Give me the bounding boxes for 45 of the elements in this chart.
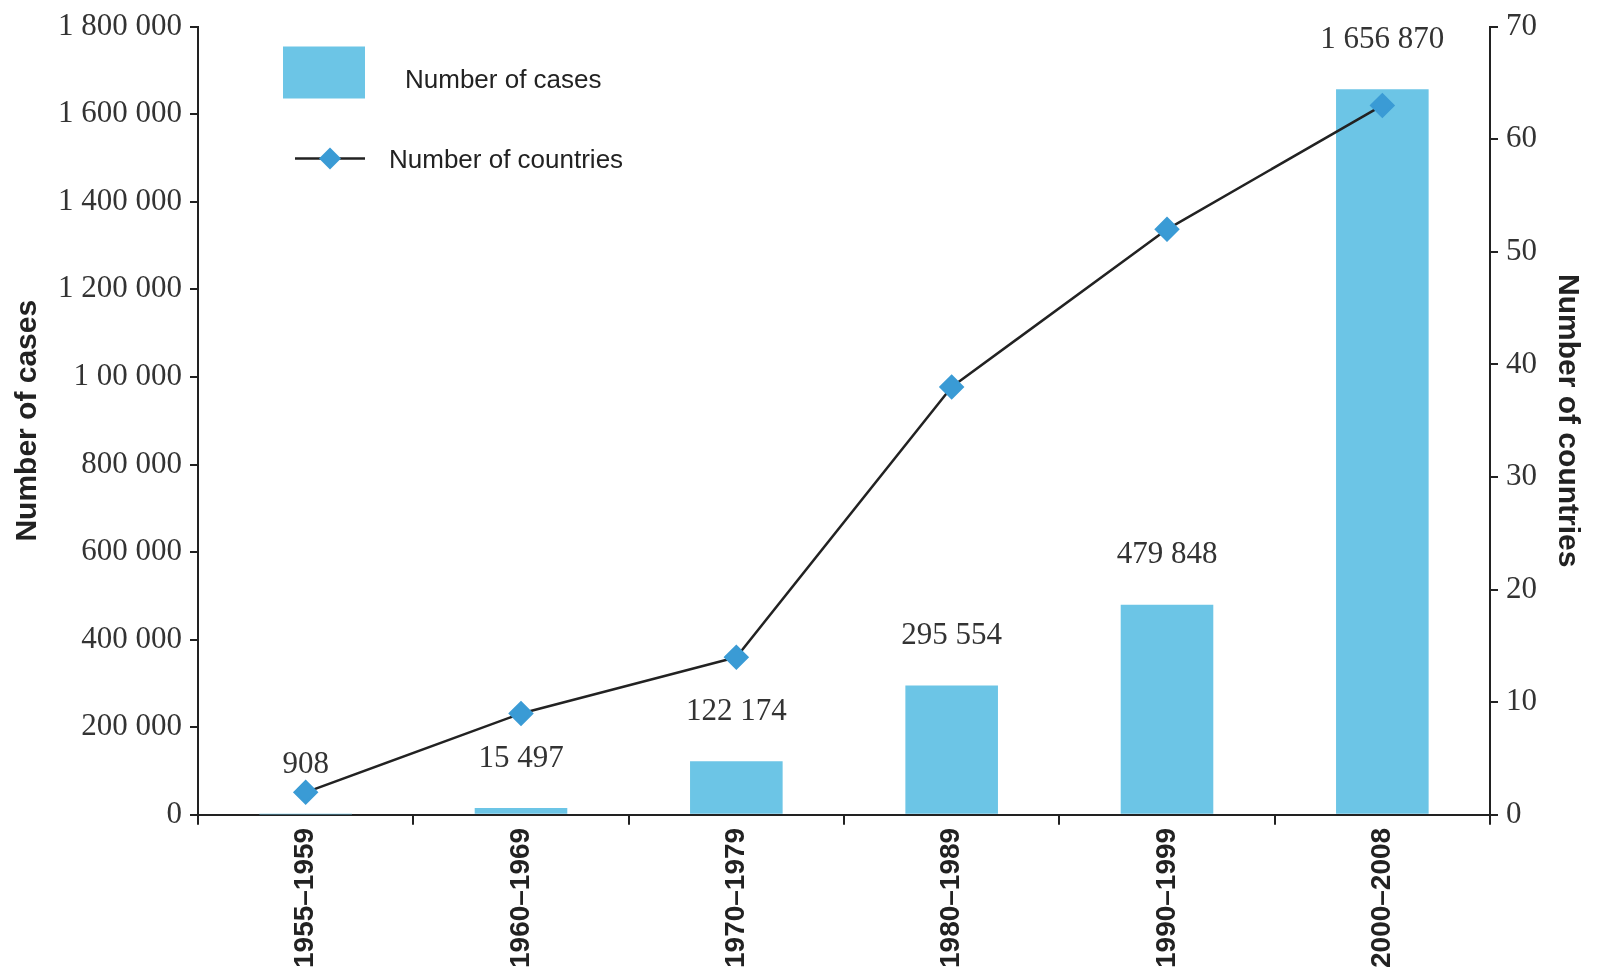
data-label: 295 554 [901, 616, 1003, 652]
y2-axis-title: Number of countries [1552, 274, 1586, 568]
y2-tick-label: 10 [1506, 682, 1537, 718]
y2-tick-label: 20 [1506, 569, 1537, 605]
y-tick-label: 0 [166, 794, 182, 830]
y-tick-label: 1 400 000 [58, 181, 182, 217]
y-tick-label: 800 000 [81, 444, 182, 480]
data-label: 479 848 [1116, 535, 1218, 571]
x-tick-label: 1960–1969 [503, 827, 535, 969]
x-tick-label: 1980–1989 [934, 827, 966, 969]
bar [1120, 604, 1214, 814]
legend-label: Number of cases [405, 63, 602, 94]
y-tick-label: 200 000 [81, 707, 182, 743]
y-tick-label: 600 000 [81, 532, 182, 568]
x-tick-label: 1990–1999 [1149, 827, 1181, 969]
legend-label: Number of countries [389, 143, 624, 174]
point [1370, 93, 1395, 118]
point [508, 701, 534, 726]
y2-tick-label: 30 [1506, 457, 1537, 493]
point [939, 374, 964, 400]
y2-tick-label: 60 [1506, 119, 1537, 155]
point [293, 780, 318, 805]
bar [474, 808, 568, 814]
data-label: 1 656 870 [1320, 19, 1445, 55]
x-tick-label: 2000–2008 [1365, 827, 1397, 969]
y-tick-label: 1 600 000 [58, 94, 182, 130]
data-label: 15 497 [478, 738, 564, 774]
y-axis-title: Number of cases [9, 299, 43, 542]
bar [905, 685, 998, 814]
bar [690, 761, 783, 814]
bar [1336, 89, 1429, 814]
y-tick-label: 1 00 000 [73, 357, 182, 393]
y-tick-label: 1 800 000 [58, 6, 182, 42]
y2-tick-label: 70 [1506, 6, 1537, 42]
x-tick-label: 1955–1959 [288, 827, 320, 969]
data-label: 908 [282, 745, 329, 781]
y-tick-label: 400 000 [81, 619, 182, 655]
y2-tick-label: 50 [1506, 231, 1537, 267]
point [724, 644, 749, 670]
y2-tick-label: 40 [1506, 344, 1537, 380]
point [1154, 217, 1180, 242]
y-tick-label: 1 200 000 [58, 269, 182, 305]
x-tick-label: 1970–1979 [719, 827, 751, 969]
data-label: 122 174 [685, 691, 788, 727]
y2-tick-label: 0 [1506, 794, 1522, 830]
